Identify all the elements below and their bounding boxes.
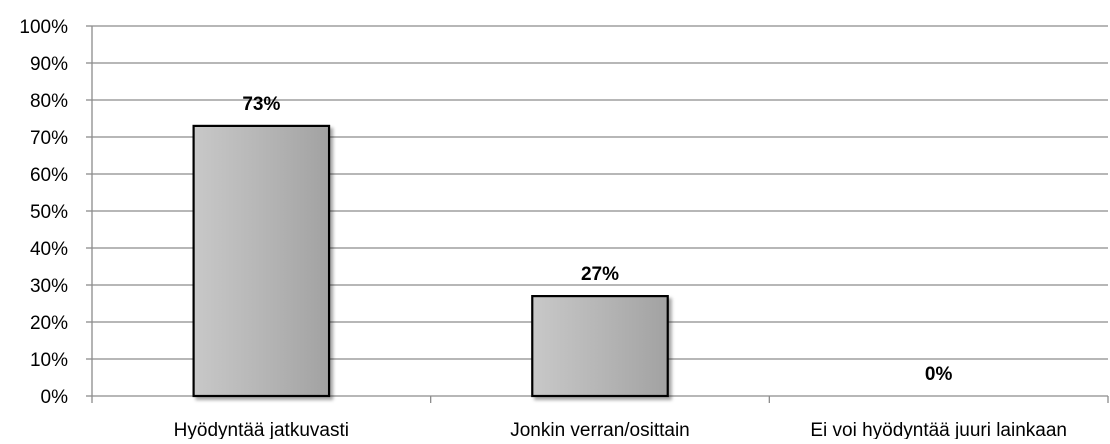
y-tick-label: 30% <box>30 276 68 297</box>
y-tick-label: 0% <box>41 387 69 408</box>
y-tick-label: 80% <box>30 91 68 112</box>
data-label: 0% <box>925 364 953 385</box>
y-tick-label: 90% <box>30 54 68 75</box>
y-tick-label: 60% <box>30 165 68 186</box>
data-label: 73% <box>242 94 280 115</box>
y-tick-label: 20% <box>30 313 68 334</box>
category-label: Ei voi hyödyntää juuri lainkaan <box>810 420 1067 439</box>
y-tick-label: 40% <box>30 239 68 260</box>
y-tick-label: 50% <box>30 202 68 223</box>
category-label: Hyödyntää jatkuvasti <box>174 420 349 439</box>
data-label: 27% <box>581 264 619 285</box>
bar <box>192 124 331 398</box>
bars <box>192 124 669 398</box>
y-tick-label: 70% <box>30 128 68 149</box>
category-label: Jonkin verran/osittain <box>510 420 690 439</box>
y-tick-label: 100% <box>19 17 68 38</box>
y-tick-label: 10% <box>30 350 68 371</box>
data-labels: 73% 27% 0% <box>242 94 952 385</box>
bar <box>531 295 669 398</box>
y-axis-tick-labels: 0% 10% 20% 30% 40% 50% 60% 70% 80% 90% 100% <box>19 17 68 408</box>
category-labels: Hyödyntää jatkuvasti Jonkin verran/ositta… <box>174 420 1067 441</box>
